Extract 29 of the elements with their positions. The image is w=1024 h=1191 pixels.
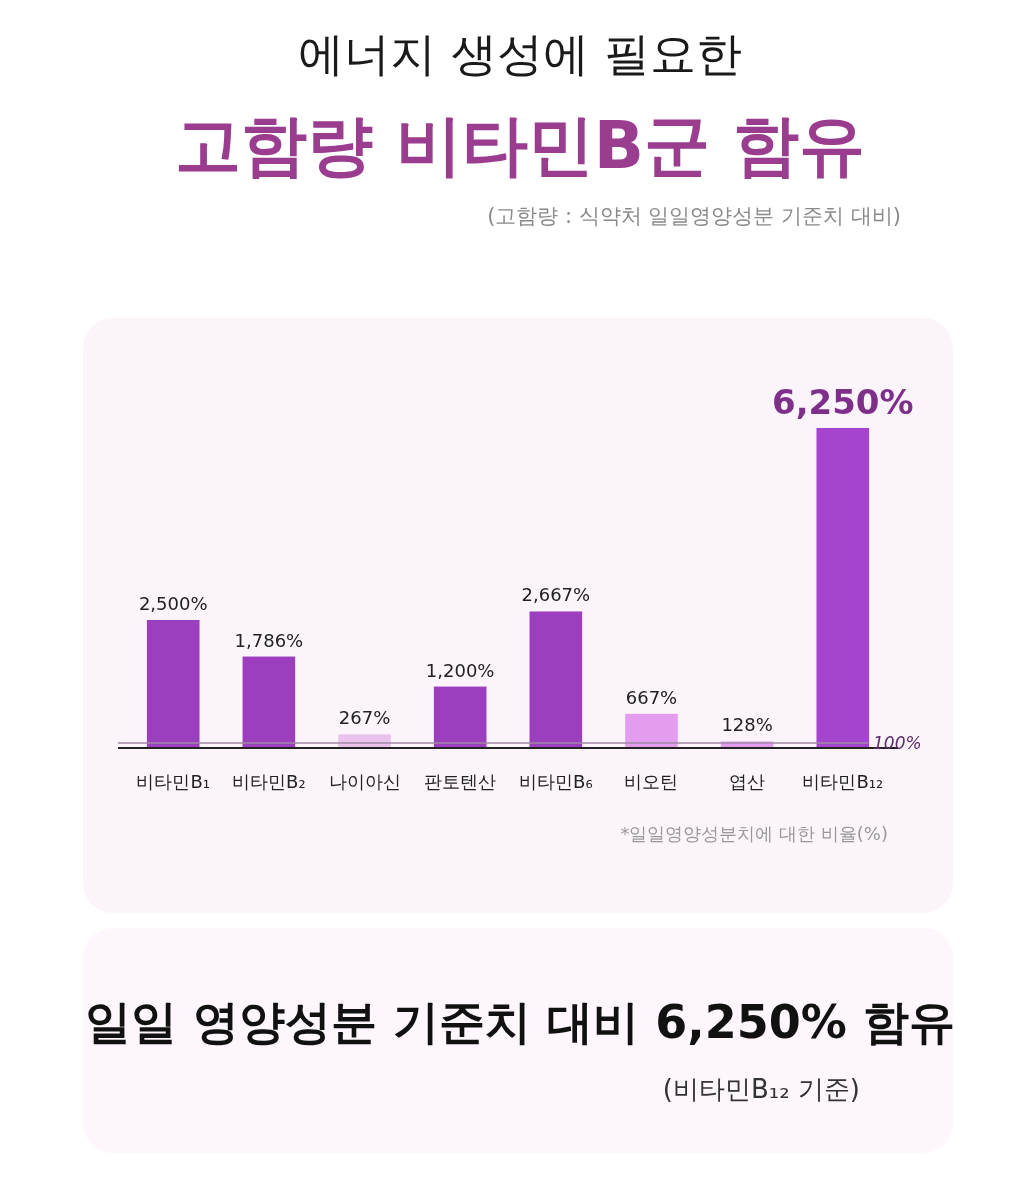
text: (고함량 : 식약처 일일영양성분 기준치 대비) bbox=[487, 204, 901, 228]
chart-title: 에너지 생성에 필요한 bbox=[298, 27, 742, 81]
text: 일일 영양성분 기준치 대비 6,250% 함유 bbox=[85, 995, 955, 1049]
bar bbox=[433, 686, 487, 748]
ref-line-label: 100% bbox=[873, 732, 922, 753]
x-tick-label: 비타민B₆ bbox=[519, 771, 593, 792]
data-label: 667% bbox=[625, 686, 678, 708]
x-tick-label: 비오틴 bbox=[624, 771, 679, 792]
data-label: 128% bbox=[721, 714, 773, 736]
data-label: 2,500% bbox=[138, 593, 208, 614]
bar bbox=[146, 620, 200, 748]
data-label: 1,786% bbox=[234, 629, 304, 651]
chart-subtitle: 고함량 비타민B군 함유 bbox=[174, 107, 866, 184]
data-label: 1,200% bbox=[425, 659, 495, 681]
data-label: 2,667% bbox=[521, 584, 591, 606]
bar bbox=[625, 713, 678, 748]
x-tick-label: 비타민B₁ bbox=[136, 771, 211, 792]
data-label: 267% bbox=[338, 707, 391, 729]
bar bbox=[242, 656, 296, 748]
text: *일일영양성분치에 대한 비율(%) bbox=[620, 823, 888, 844]
x-tick-label: 엽산 bbox=[729, 771, 766, 792]
text: (비타민B₁₂ 기준) bbox=[662, 1074, 860, 1104]
bar bbox=[529, 611, 583, 748]
data-label: 6,250% bbox=[771, 382, 914, 422]
x-tick-label: 비타민B₁₂ bbox=[802, 771, 884, 792]
x-tick-label: 비타민B₂ bbox=[232, 771, 306, 792]
bar bbox=[816, 428, 870, 748]
x-tick-label: 나이아신 bbox=[328, 771, 401, 792]
x-tick-label: 판토텐산 bbox=[424, 771, 497, 792]
